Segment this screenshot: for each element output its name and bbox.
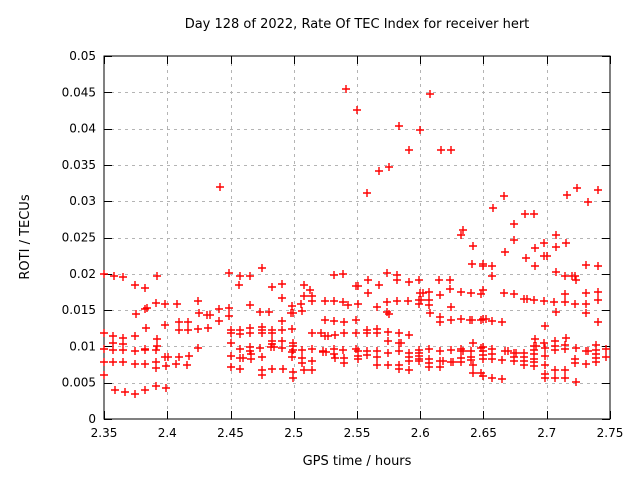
x-tick-label: 2.7: [537, 426, 556, 440]
y-tick-label: 0.005: [62, 376, 96, 390]
grid-lines: [104, 56, 610, 419]
y-tick-label: 0.035: [62, 158, 96, 172]
x-axis-label: GPS time / hours: [303, 454, 412, 469]
y-tick-label: 0.03: [69, 194, 96, 208]
y-tick-label: 0.05: [69, 49, 96, 63]
x-tick-label: 2.4: [158, 426, 177, 440]
plot-border: [103, 55, 611, 420]
grid-path: [104, 56, 610, 419]
data-points: [100, 85, 610, 398]
data-points-layer: [100, 85, 610, 398]
y-tick-label: 0.04: [69, 122, 96, 136]
y-tick-label: 0.015: [62, 303, 96, 317]
y-tick-label: 0: [88, 412, 96, 426]
tick-labels: 0 0.005 0.01 0.015 0.02 0.025 0.03 0.035 0.04 0.0…: [62, 49, 624, 440]
y-tick-label: 0.045: [62, 85, 96, 99]
x-tick-label: 2.35: [91, 426, 118, 440]
y-tick-label: 0.02: [69, 267, 96, 281]
y-axis-label: ROTI / TECUs: [18, 194, 33, 279]
y-tick-label: 0.025: [62, 231, 96, 245]
x-tick-label: 2.45: [217, 426, 244, 440]
x-tick-label: 2.55: [344, 426, 371, 440]
x-tick-label: 2.75: [597, 426, 624, 440]
x-tick-label: 2.6: [411, 426, 430, 440]
y-tick-label: 0.01: [69, 339, 96, 353]
x-tick-label: 2.65: [470, 426, 497, 440]
x-tick-label: 2.5: [284, 426, 303, 440]
chart-title: Day 128 of 2022, Rate Of TEC Index for r…: [185, 17, 530, 32]
